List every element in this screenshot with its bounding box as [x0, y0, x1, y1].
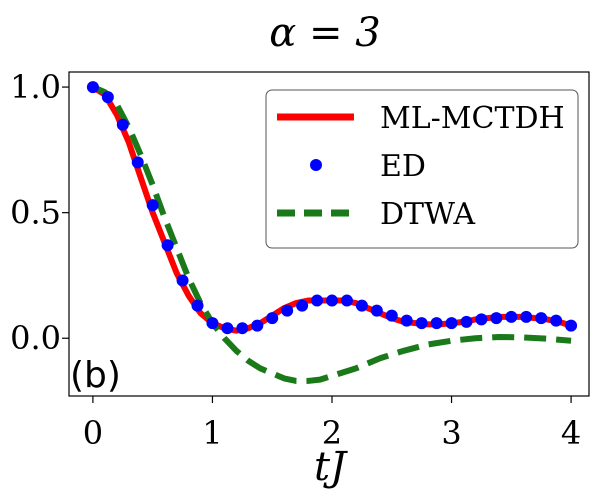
- ed-point: [191, 299, 204, 312]
- legend: ML-MCTDH ED DTWA: [265, 89, 579, 249]
- ed-point: [550, 314, 563, 327]
- ed-point: [116, 118, 129, 131]
- ed-point: [176, 274, 189, 287]
- ed-point: [475, 313, 488, 326]
- ed-point: [296, 299, 309, 312]
- x-axis-label: tJ: [314, 444, 348, 490]
- ed-point: [251, 319, 264, 332]
- legend-label-ml-mctdh: ML-MCTDH: [380, 101, 565, 136]
- ed-point: [311, 294, 324, 307]
- ed-point: [86, 81, 99, 94]
- legend-label-ed: ED: [380, 149, 426, 184]
- ed-point: [266, 312, 279, 325]
- x-tick-label: 3: [441, 414, 461, 452]
- plot-frame: [68, 71, 590, 397]
- x-tick-label: 0: [83, 414, 103, 452]
- ed-point: [385, 309, 398, 322]
- ed-point: [445, 317, 458, 330]
- x-tick-label: 2: [322, 414, 342, 452]
- ed-point: [340, 294, 353, 307]
- ed-point: [535, 312, 548, 325]
- ed-point: [325, 294, 338, 307]
- ed-point: [206, 317, 219, 330]
- x-tick-label: 1: [202, 414, 222, 452]
- legend-key-ed: [310, 159, 322, 171]
- y-tick-label: 1.0: [10, 68, 61, 106]
- chart-title: α = 3: [269, 10, 380, 56]
- ed-point: [161, 239, 174, 252]
- legend-frame: [265, 89, 579, 249]
- x-tick-label: 4: [561, 414, 581, 452]
- ed-point: [236, 322, 249, 335]
- ed-point: [221, 322, 234, 335]
- panel-label: (b): [70, 355, 121, 396]
- ed-point: [400, 314, 413, 327]
- legend-label-dtwa: DTWA: [380, 197, 475, 232]
- ed-point: [146, 199, 159, 212]
- ed-point: [520, 310, 533, 323]
- ed-point: [131, 156, 144, 169]
- ed-point: [281, 304, 294, 317]
- ed-point: [415, 317, 428, 330]
- ed-point: [430, 317, 443, 330]
- ed-point: [355, 299, 368, 312]
- ed-point: [505, 310, 518, 323]
- y-tick-label: 0.0: [10, 319, 61, 357]
- ed-point: [370, 304, 383, 317]
- ed-point: [490, 312, 503, 325]
- ed-point: [460, 315, 473, 328]
- y-tick-label: 0.5: [10, 194, 61, 232]
- ed-point: [101, 91, 114, 104]
- ed-point: [565, 319, 578, 332]
